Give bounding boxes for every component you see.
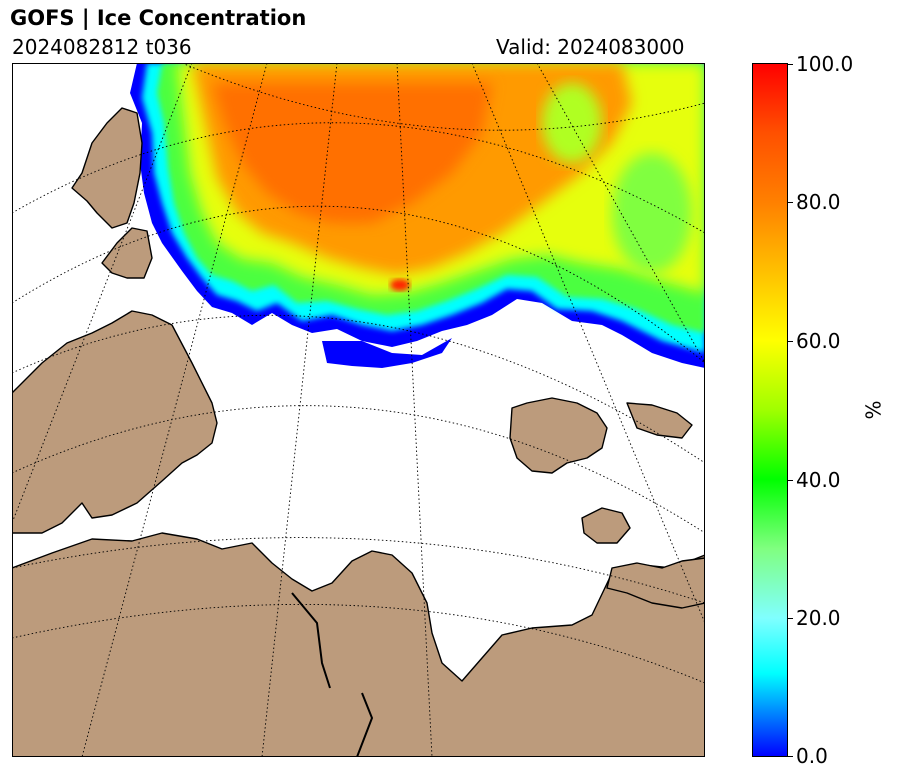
ice-deep-orange <box>212 83 492 223</box>
tick-label-20: 20.0 <box>796 606 841 630</box>
colorbar <box>752 63 788 757</box>
rivers <box>291 592 374 757</box>
tick-mark-80 <box>788 202 793 203</box>
river-2 <box>291 592 331 689</box>
ice-green-patch-2 <box>542 83 602 163</box>
tick-label-80: 80.0 <box>796 190 841 214</box>
ice-field <box>130 63 705 368</box>
run-label: 2024082812 t036 <box>12 35 192 59</box>
map-frame <box>12 63 705 757</box>
tick-label-100: 100.0 <box>796 52 854 76</box>
land-scandinavia-kola <box>12 310 218 534</box>
lon-line-5 <box>536 63 705 364</box>
tick-mark-20 <box>788 618 793 619</box>
lat-line-75 <box>12 205 705 364</box>
tick-mark-0 <box>788 756 793 757</box>
lat-line-70 <box>12 314 705 464</box>
land-svalbard-small <box>101 227 153 279</box>
land-novaya-zemlya-e <box>626 402 693 439</box>
ice-green-patch <box>612 153 692 273</box>
graticule <box>12 63 705 757</box>
lon-line-4 <box>471 63 705 624</box>
valid-label: Valid: 2024083000 <box>496 35 685 59</box>
tick-label-0: 0.0 <box>796 744 828 768</box>
river-1 <box>356 692 374 757</box>
tick-label-40: 40.0 <box>796 468 841 492</box>
lon-line-2 <box>261 63 338 757</box>
land-island-east <box>581 507 631 544</box>
ice-map <box>12 63 705 757</box>
lat-line-65 <box>12 405 705 534</box>
tick-mark-40 <box>788 480 793 481</box>
tick-mark-100 <box>788 64 793 65</box>
lat-line-85 <box>181 63 705 131</box>
ice-red-spot <box>390 279 410 291</box>
colorbar-unit-label: % <box>861 400 886 420</box>
tick-label-60: 60.0 <box>796 329 841 353</box>
lat-line-55 <box>12 603 705 684</box>
colorbar-gradient <box>752 63 788 757</box>
ice-edge-blue-tongue <box>322 338 452 368</box>
landmasses <box>12 107 705 757</box>
tick-mark-60 <box>788 341 793 342</box>
land-novaya-zemlya-n <box>509 397 608 474</box>
chart-title: GOFS | Ice Concentration <box>10 6 307 30</box>
land-svalbard <box>71 107 143 229</box>
